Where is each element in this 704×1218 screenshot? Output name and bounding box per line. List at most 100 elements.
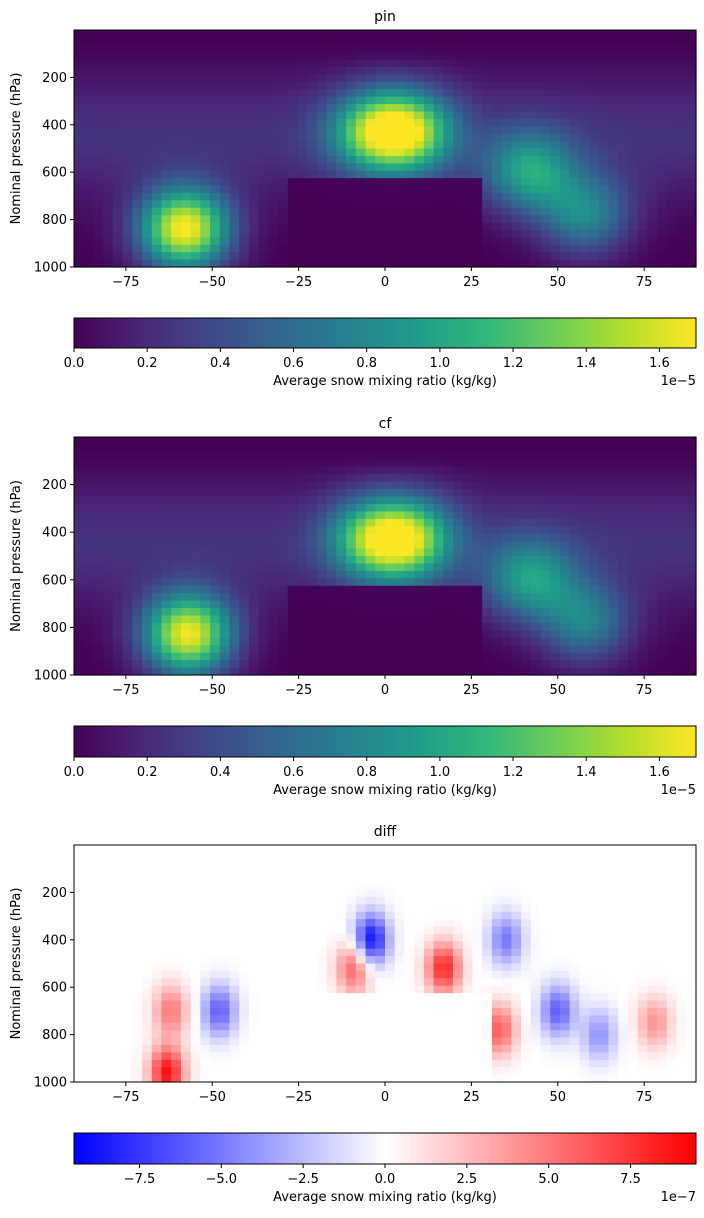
heatmap-cell <box>540 652 551 661</box>
heatmap-cell <box>287 518 299 527</box>
heatmap-cell <box>404 526 415 535</box>
heatmap-cell <box>190 570 201 579</box>
heatmap-cell <box>248 652 260 661</box>
heatmap-cell <box>443 81 454 90</box>
heatmap-cell <box>433 126 444 135</box>
heatmap-cell <box>171 459 182 468</box>
heatmap-cell <box>132 451 143 460</box>
heatmap-cell <box>569 133 580 142</box>
heatmap-cell <box>414 600 425 609</box>
heatmap-cell <box>219 503 231 512</box>
heatmap-cell <box>579 155 590 164</box>
heatmap-cell <box>579 451 590 460</box>
heatmap-cell <box>443 600 454 609</box>
heatmap-cell <box>627 141 639 150</box>
colorbar-segment <box>297 726 302 757</box>
heatmap-cell <box>521 111 532 120</box>
heatmap-cell <box>229 533 240 542</box>
heatmap-cell <box>676 526 687 535</box>
heatmap-cell <box>142 178 153 187</box>
heatmap-cell <box>385 600 396 609</box>
colorbar-segment <box>204 726 209 757</box>
colorbar-segment <box>114 318 119 348</box>
colorbar-segment <box>506 318 510 348</box>
heatmap-cell <box>559 466 571 475</box>
heatmap-cell <box>180 89 192 98</box>
heatmap-cell <box>608 37 619 46</box>
heatmap-cell <box>598 59 610 68</box>
heatmap-cell <box>171 1059 182 1068</box>
heatmap-cell <box>637 81 649 90</box>
heatmap-cell <box>443 451 454 460</box>
heatmap-cell <box>540 600 551 609</box>
colorbar-offset-label: 1e−5 <box>661 783 696 798</box>
heatmap-cell <box>190 548 201 557</box>
heatmap-cell <box>200 215 211 224</box>
heatmap-cell <box>355 437 367 446</box>
heatmap-cell <box>326 141 338 150</box>
heatmap-cell <box>132 96 143 105</box>
heatmap-cell <box>355 444 367 453</box>
colorbar-segment <box>406 726 411 757</box>
y-axis-label: Nominal pressure (hPa) <box>9 73 24 225</box>
heatmap-cell <box>346 67 357 76</box>
heatmap-cell <box>336 466 347 475</box>
heatmap-cell <box>151 74 163 83</box>
heatmap-cell <box>627 459 639 468</box>
heatmap-cell <box>142 229 153 238</box>
heatmap-cell <box>676 563 687 572</box>
heatmap-cell <box>627 496 639 505</box>
heatmap-cell <box>297 126 308 135</box>
heatmap-cell <box>239 192 250 201</box>
heatmap-cell <box>657 600 668 609</box>
heatmap-cell <box>404 215 415 224</box>
heatmap-cell <box>132 615 143 624</box>
heatmap-cell <box>385 37 396 46</box>
heatmap-cell <box>433 593 444 602</box>
heatmap-cell <box>598 74 610 83</box>
heatmap-cell <box>190 585 201 594</box>
heatmap-cell <box>569 118 580 127</box>
heatmap-cell <box>637 141 649 150</box>
heatmap-cell <box>608 89 619 98</box>
heatmap-cell <box>112 518 124 527</box>
heatmap-cell <box>210 170 221 179</box>
heatmap-cell <box>278 660 289 669</box>
heatmap-cell <box>453 637 464 646</box>
heatmap-cell <box>171 660 182 669</box>
heatmap-cell <box>229 74 240 83</box>
heatmap-cell <box>112 622 124 631</box>
heatmap-cell <box>307 118 318 127</box>
heatmap-cell <box>598 126 610 135</box>
heatmap-cell <box>112 985 124 994</box>
heatmap-cell <box>239 556 250 565</box>
heatmap-cell <box>598 118 610 127</box>
heatmap-cell <box>443 622 454 631</box>
heatmap-cell <box>278 652 289 661</box>
heatmap-cell <box>103 185 114 194</box>
heatmap-cell <box>132 74 143 83</box>
heatmap-cell <box>627 192 639 201</box>
heatmap-cell <box>540 229 551 238</box>
heatmap-cell <box>443 496 454 505</box>
heatmap-cell <box>365 30 376 39</box>
heatmap-cell <box>112 444 124 453</box>
heatmap-cell <box>278 141 289 150</box>
heatmap-cell <box>307 59 318 68</box>
heatmap-cell <box>210 459 221 468</box>
heatmap-cell <box>608 52 619 61</box>
heatmap-cell <box>180 859 192 868</box>
heatmap-cell <box>521 556 532 565</box>
x-tick-label: −75 <box>112 683 139 698</box>
heatmap-cell <box>239 155 250 164</box>
heatmap-cell <box>326 645 338 654</box>
heatmap-cell <box>316 148 328 157</box>
heatmap-cell <box>423 155 435 164</box>
heatmap-cell <box>229 244 240 253</box>
heatmap-cell <box>569 215 580 224</box>
heatmap-cell <box>647 200 658 209</box>
heatmap-cell <box>540 252 551 261</box>
heatmap-cell <box>608 222 619 231</box>
heatmap-cell <box>530 237 542 246</box>
heatmap-cell <box>142 1022 153 1031</box>
